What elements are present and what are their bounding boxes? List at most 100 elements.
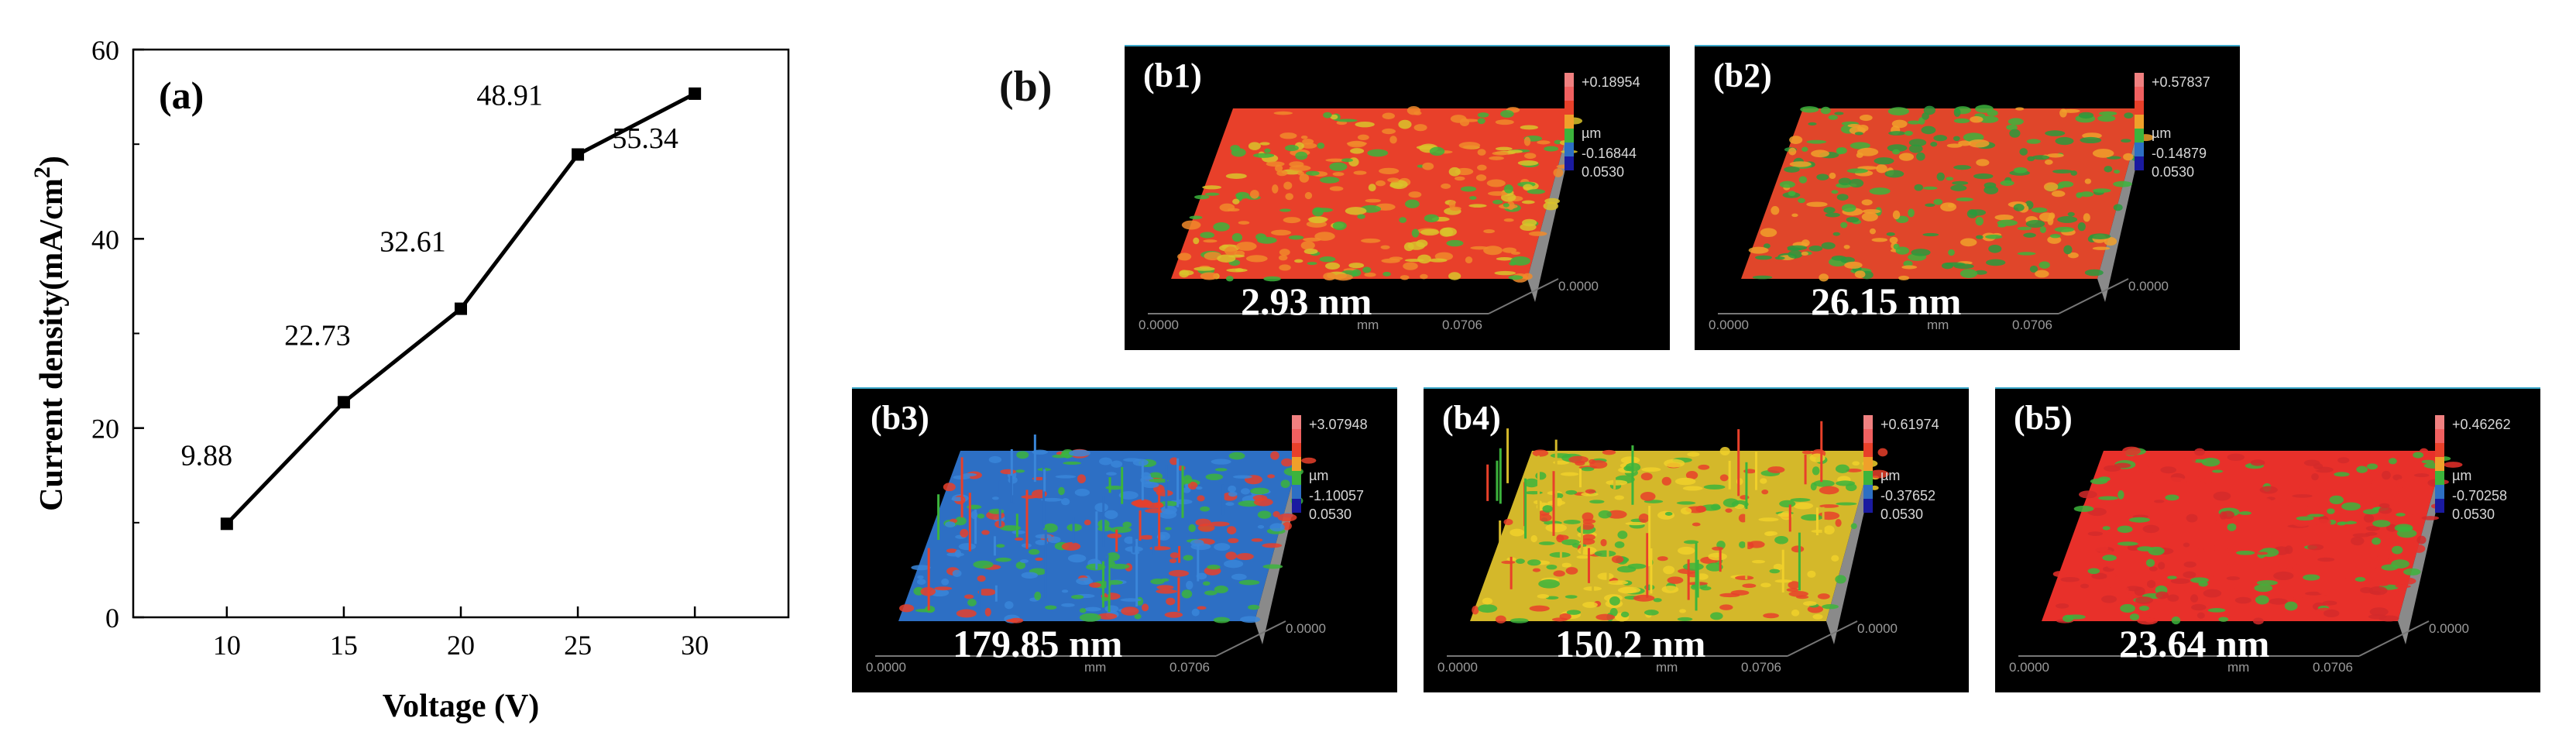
surface-texture <box>1597 572 1614 580</box>
surface-texture <box>2210 545 2227 551</box>
surface-texture <box>2106 573 2117 579</box>
surface-texture <box>1183 555 1194 561</box>
surface-texture <box>2080 583 2090 589</box>
surface-plot <box>1447 415 1889 657</box>
surface-texture <box>2341 502 2361 511</box>
color-scale-segment <box>1292 499 1301 513</box>
surface-texture <box>2337 512 2354 522</box>
surface-texture <box>1614 541 1625 548</box>
surface-texture <box>954 549 962 558</box>
surface-texture <box>2080 136 2102 144</box>
surface-texture <box>2337 521 2346 526</box>
surface-texture <box>1357 214 1365 219</box>
surface-texture <box>2227 523 2237 531</box>
color-scale-segment <box>2135 101 2144 115</box>
surface-texture <box>1609 608 1618 617</box>
surface-texture <box>2214 519 2234 525</box>
surface-texture <box>1109 563 1130 569</box>
surface-texture <box>2029 265 2038 273</box>
surface-texture <box>1495 615 1506 623</box>
surface-texture <box>1835 464 1850 473</box>
surface-texture <box>2009 129 2021 138</box>
surface-texture <box>1035 557 1043 562</box>
scale-extra: 0.0530 <box>1582 164 1625 180</box>
surface-texture <box>2416 490 2431 494</box>
surface-texture <box>1838 177 1852 186</box>
surface-texture <box>1458 142 1481 149</box>
surface-texture <box>1685 470 1698 480</box>
surface-texture <box>2238 511 2252 515</box>
surface-texture <box>1542 505 1553 513</box>
surface-texture <box>1253 498 1273 507</box>
data-point <box>337 396 350 409</box>
color-scale-segment <box>1292 415 1301 429</box>
surface-texture <box>2077 222 2086 232</box>
surface-texture <box>1262 564 1283 569</box>
surface-texture <box>1034 591 1042 600</box>
scale-max: +0.46262 <box>2452 417 2511 432</box>
surface-texture <box>1213 222 1230 232</box>
scale-min: -0.16844 <box>1582 146 1637 161</box>
surface-texture <box>1225 502 1235 507</box>
surface-texture <box>1205 473 1223 481</box>
surface-texture <box>1936 172 1945 181</box>
surface-texture <box>1492 199 1503 204</box>
surface-texture <box>1045 605 1057 610</box>
surface-texture <box>2294 476 2302 482</box>
surface-texture <box>2314 519 2331 526</box>
axis-end: 0.0706 <box>1442 318 1482 332</box>
surface-texture <box>1231 573 1247 581</box>
surface-texture <box>2412 544 2426 553</box>
surface-texture <box>2183 561 2196 568</box>
surface-texture <box>1235 191 1250 199</box>
data-label: 22.73 <box>284 319 351 352</box>
surface-texture <box>1067 554 1087 563</box>
surface-texture <box>1638 514 1650 524</box>
surface-texture <box>1235 242 1257 251</box>
surface-texture <box>2047 235 2062 244</box>
surface-texture <box>1578 546 1597 555</box>
surface-texture <box>1249 190 1259 199</box>
surface-texture <box>1537 140 1551 145</box>
surface-texture <box>2198 581 2208 587</box>
surface-texture <box>2395 584 2411 589</box>
surface-texture <box>1510 251 1521 255</box>
surface-texture <box>1284 145 1299 152</box>
surface-texture <box>2063 245 2073 255</box>
scale-max: +3.07948 <box>1309 417 1368 432</box>
surface-texture <box>1055 475 1077 479</box>
surface-texture <box>1677 546 1695 555</box>
surface-texture <box>1523 478 1540 488</box>
surface-texture <box>1368 184 1376 192</box>
surface-texture <box>1769 569 1781 574</box>
surface-texture <box>1748 246 1769 254</box>
surface-texture <box>1228 485 1237 493</box>
surface-texture <box>1228 491 1238 497</box>
surface-texture <box>2054 226 2075 232</box>
surface-texture <box>2032 155 2050 160</box>
surface-texture <box>1984 185 1999 194</box>
surface-texture <box>954 516 967 526</box>
surface-texture <box>1132 459 1149 466</box>
color-scale-segment <box>1564 143 1574 156</box>
surface-texture <box>1950 184 1967 191</box>
surface-texture <box>1238 221 1250 225</box>
roughness-value: 179.85 nm <box>953 622 1123 665</box>
surface-texture <box>1232 475 1252 479</box>
surface-texture <box>1889 236 1898 244</box>
surface-texture <box>1334 273 1353 281</box>
surface-texture <box>1508 275 1523 280</box>
surface-texture <box>2078 112 2094 119</box>
surface-texture <box>916 579 926 586</box>
surface-texture <box>1550 453 1571 459</box>
surface-texture <box>2255 551 2269 555</box>
surface-texture <box>1561 539 1580 546</box>
surface-texture <box>2292 494 2313 498</box>
surface-texture <box>1988 244 2002 253</box>
surface-texture <box>1620 456 1640 464</box>
surface-texture <box>1761 490 1769 495</box>
scale-max: +0.18954 <box>1582 74 1640 90</box>
surface-texture <box>1916 152 1925 161</box>
surface-texture <box>1823 525 1835 535</box>
surface-texture <box>2190 594 2199 603</box>
